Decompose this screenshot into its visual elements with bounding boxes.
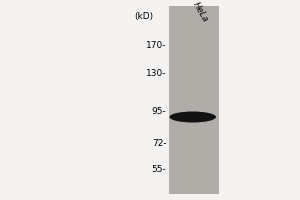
Text: 72-: 72- [152, 138, 167, 148]
Bar [169, 6, 219, 194]
Text: (kD): (kD) [134, 12, 153, 21]
Ellipse shape [169, 112, 216, 122]
Text: HeLa: HeLa [191, 0, 210, 24]
Text: 170-: 170- [146, 42, 166, 50]
Text: 130-: 130- [146, 68, 166, 77]
Text: 55-: 55- [152, 164, 167, 173]
Text: 95-: 95- [152, 108, 167, 116]
